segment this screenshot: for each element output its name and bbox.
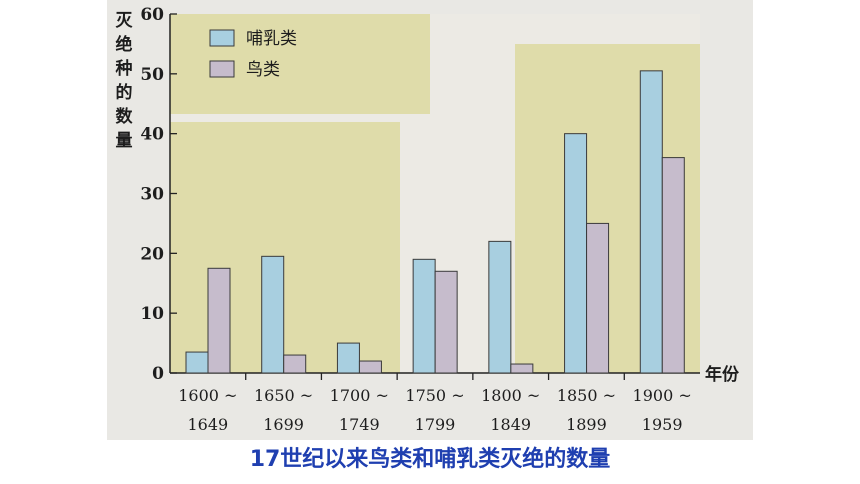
bar-bird	[661, 157, 685, 374]
legend-swatch	[209, 60, 235, 78]
x-tick-label: 1700 ~	[330, 386, 389, 405]
x-tick-label: 1799	[415, 415, 456, 434]
x-tick-label: 1800 ~	[481, 386, 540, 405]
x-tick-label: 1699	[263, 415, 304, 434]
y-tick-label: 50	[140, 65, 164, 85]
x-axis-label: 年份	[705, 364, 740, 385]
y-tick-label: 0	[152, 364, 164, 384]
y-axis-label-char: 数	[115, 107, 133, 127]
x-tick-label: 1600 ~	[178, 386, 237, 405]
y-axis-label-char: 的	[115, 83, 133, 103]
bar-mammal	[336, 342, 360, 374]
x-tick-label: 1959	[642, 415, 683, 434]
bar-mammal	[639, 70, 663, 374]
bar-bird	[283, 354, 307, 374]
y-axis-label-char: 量	[115, 131, 133, 151]
legend-swatch	[209, 29, 235, 47]
bar-mammal	[412, 258, 436, 374]
x-tick-label: 1749	[339, 415, 380, 434]
x-tick-label: 1649	[187, 415, 228, 434]
y-tick-label: 20	[140, 244, 164, 264]
legend-label: 哺乳类	[246, 29, 297, 49]
x-tick-label: 1850 ~	[557, 386, 616, 405]
x-tick-label: 1900 ~	[633, 386, 692, 405]
highlight-region	[170, 122, 400, 373]
y-axis-label-char: 绝	[115, 35, 133, 55]
bar-chart: 0 10 20 30 40 50 60 1600 ~ 1649 1650 ~ 1699 1700 ~ 1…	[140, 5, 740, 434]
bar-bird	[207, 267, 231, 374]
y-tick-label: 30	[140, 185, 164, 205]
bar-bird	[510, 363, 534, 374]
bar-mammal	[488, 240, 512, 374]
bar-bird	[434, 270, 458, 374]
x-tick-label: 1750 ~	[405, 386, 464, 405]
y-tick-label: 60	[140, 5, 164, 25]
bar-bird	[358, 360, 382, 374]
y-axis-label-char: 灭	[115, 11, 133, 31]
highlight-region	[170, 14, 430, 114]
x-tick-label: 1849	[490, 415, 531, 434]
bar-mammal	[261, 255, 285, 374]
bar-mammal	[564, 133, 588, 374]
x-tick-label: 1650 ~	[254, 386, 313, 405]
x-tick-label: 1899	[566, 415, 607, 434]
bar-mammal	[185, 351, 209, 374]
y-tick-label: 10	[140, 304, 164, 324]
bar-bird	[586, 222, 610, 374]
legend-label: 鸟类	[246, 60, 280, 80]
chart-caption: 17世纪以来鸟类和哺乳类灭绝的数量	[249, 447, 611, 472]
y-axis-label-char: 种	[115, 59, 133, 79]
y-tick-label: 40	[140, 125, 164, 145]
